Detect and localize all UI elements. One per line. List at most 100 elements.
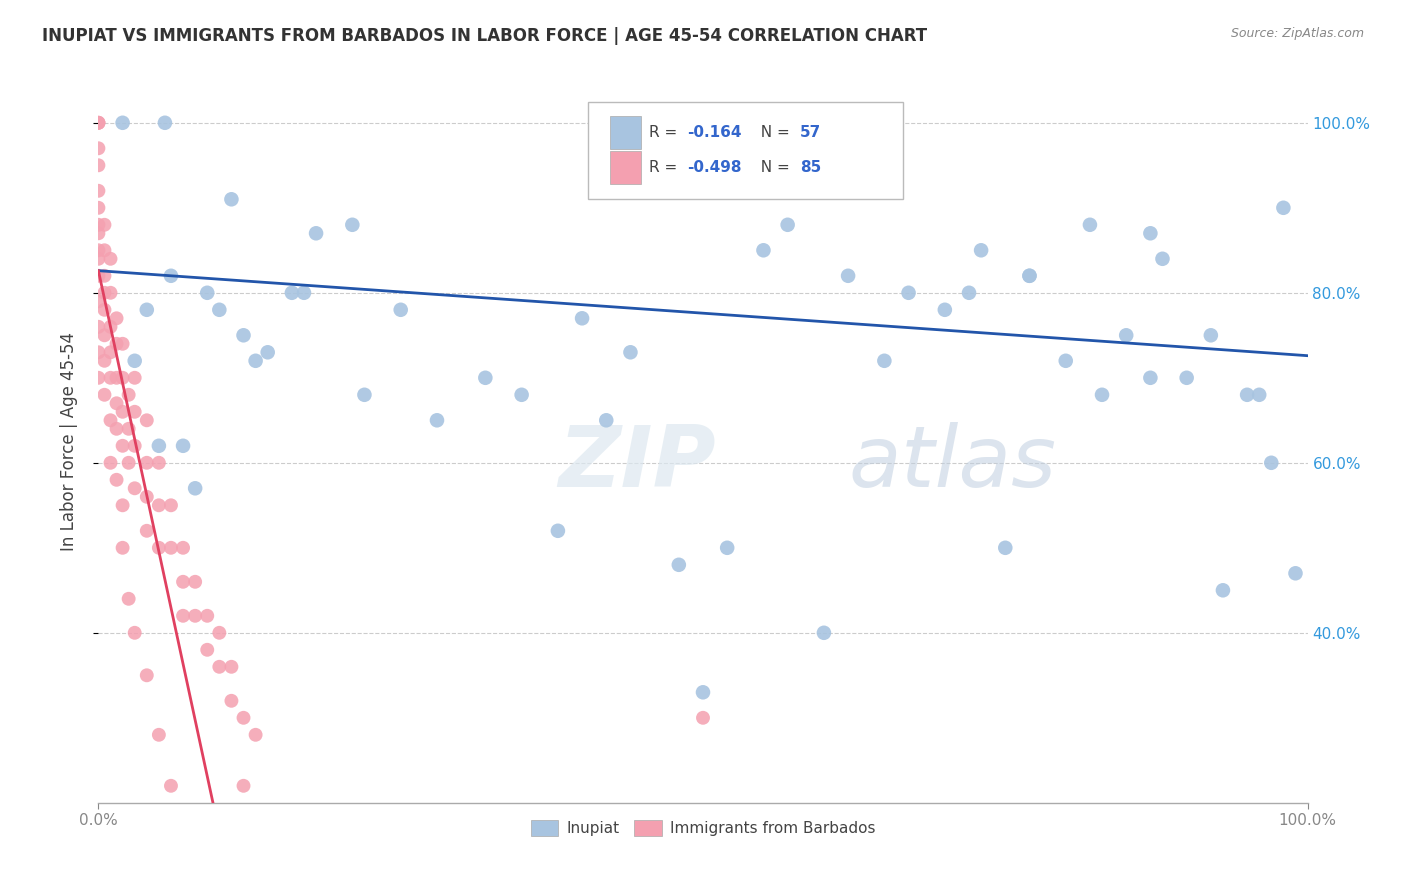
Point bbox=[208, 625, 231, 640]
Point bbox=[184, 481, 207, 495]
Point bbox=[305, 227, 328, 241]
Point bbox=[547, 524, 569, 538]
Point bbox=[221, 660, 243, 674]
Point bbox=[668, 558, 690, 572]
Y-axis label: In Labor Force | Age 45-54: In Labor Force | Age 45-54 bbox=[59, 332, 77, 551]
Point bbox=[153, 116, 176, 130]
Text: 57: 57 bbox=[800, 125, 821, 140]
Point bbox=[87, 218, 110, 232]
Point bbox=[619, 345, 641, 359]
Point bbox=[595, 413, 617, 427]
Point bbox=[172, 439, 194, 453]
Point bbox=[172, 574, 194, 589]
Text: atlas: atlas bbox=[848, 422, 1056, 505]
Point bbox=[105, 336, 128, 351]
Point bbox=[93, 302, 115, 317]
Point bbox=[1199, 328, 1222, 343]
Point bbox=[353, 388, 375, 402]
Point bbox=[184, 574, 207, 589]
Point bbox=[776, 218, 799, 232]
Point bbox=[100, 319, 122, 334]
Point bbox=[93, 353, 115, 368]
Point bbox=[716, 541, 738, 555]
Text: R =: R = bbox=[648, 161, 682, 175]
Text: INUPIAT VS IMMIGRANTS FROM BARBADOS IN LABOR FORCE | AGE 45-54 CORRELATION CHART: INUPIAT VS IMMIGRANTS FROM BARBADOS IN L… bbox=[42, 27, 928, 45]
Point bbox=[1054, 353, 1077, 368]
Point bbox=[752, 244, 775, 258]
Point bbox=[118, 388, 141, 402]
Point bbox=[100, 413, 122, 427]
Point bbox=[221, 192, 243, 206]
Legend: Inupiat, Immigrants from Barbados: Inupiat, Immigrants from Barbados bbox=[524, 814, 882, 842]
Point bbox=[426, 413, 449, 427]
Text: N =: N = bbox=[751, 125, 794, 140]
Point bbox=[124, 439, 146, 453]
Point bbox=[1115, 328, 1137, 343]
Point bbox=[1018, 268, 1040, 283]
Point bbox=[1212, 583, 1234, 598]
Text: -0.498: -0.498 bbox=[688, 161, 742, 175]
Point bbox=[1284, 566, 1306, 581]
Point bbox=[245, 353, 267, 368]
FancyBboxPatch shape bbox=[588, 102, 903, 200]
Point bbox=[124, 481, 146, 495]
Point bbox=[195, 285, 218, 300]
Point bbox=[148, 439, 170, 453]
Point bbox=[105, 311, 128, 326]
Point bbox=[897, 285, 920, 300]
Point bbox=[87, 158, 110, 172]
Point bbox=[292, 285, 315, 300]
Point bbox=[87, 116, 110, 130]
Point bbox=[105, 396, 128, 410]
Point bbox=[1078, 218, 1101, 232]
Point bbox=[172, 608, 194, 623]
Point bbox=[100, 252, 122, 266]
Point bbox=[93, 388, 115, 402]
Point bbox=[510, 388, 533, 402]
Point bbox=[342, 218, 364, 232]
Point bbox=[93, 328, 115, 343]
Text: Source: ZipAtlas.com: Source: ZipAtlas.com bbox=[1230, 27, 1364, 40]
Point bbox=[100, 285, 122, 300]
Text: 85: 85 bbox=[800, 161, 821, 175]
Point bbox=[124, 405, 146, 419]
Point bbox=[172, 813, 194, 827]
Point bbox=[135, 456, 157, 470]
Point bbox=[135, 413, 157, 427]
Point bbox=[1260, 456, 1282, 470]
Point bbox=[172, 541, 194, 555]
Point bbox=[474, 371, 496, 385]
Point bbox=[111, 405, 134, 419]
Point bbox=[135, 524, 157, 538]
Point bbox=[160, 498, 183, 512]
Point bbox=[87, 116, 110, 130]
Point bbox=[87, 227, 110, 241]
Point bbox=[87, 184, 110, 198]
Point bbox=[970, 244, 993, 258]
Point bbox=[87, 116, 110, 130]
Point bbox=[100, 371, 122, 385]
Point bbox=[148, 728, 170, 742]
Point bbox=[813, 625, 835, 640]
Point bbox=[1018, 268, 1040, 283]
Point bbox=[994, 541, 1017, 555]
Point bbox=[208, 660, 231, 674]
Point bbox=[389, 302, 412, 317]
Point bbox=[111, 439, 134, 453]
Point bbox=[111, 336, 134, 351]
Point bbox=[837, 268, 859, 283]
Point bbox=[1152, 252, 1174, 266]
Point bbox=[87, 201, 110, 215]
Point bbox=[571, 311, 593, 326]
Point bbox=[160, 268, 183, 283]
Point bbox=[256, 345, 278, 359]
Point bbox=[93, 285, 115, 300]
Point bbox=[111, 371, 134, 385]
Point bbox=[87, 294, 110, 309]
FancyBboxPatch shape bbox=[610, 151, 641, 185]
Point bbox=[135, 302, 157, 317]
Point bbox=[148, 541, 170, 555]
Point bbox=[1236, 388, 1258, 402]
Point bbox=[957, 285, 980, 300]
Point bbox=[100, 345, 122, 359]
